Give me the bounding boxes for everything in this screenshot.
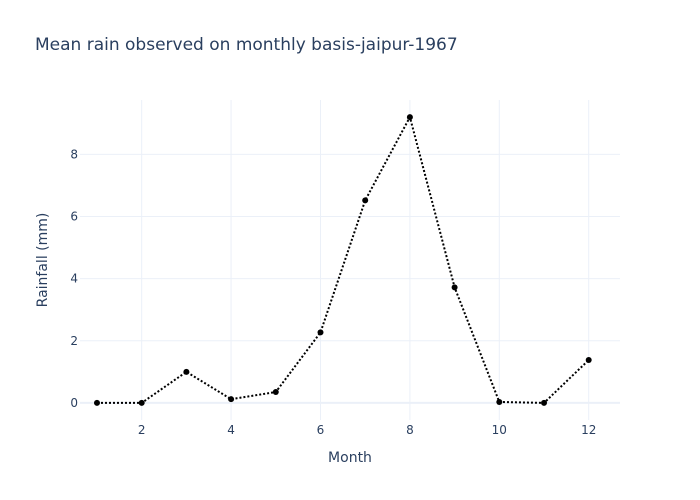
- data-point-month-8: [406, 114, 413, 121]
- data-point-month-11: [541, 399, 548, 406]
- grid-layer: [80, 100, 620, 420]
- x-tick-label: 2: [138, 423, 146, 437]
- y-tick-label: 2: [70, 334, 78, 348]
- data-point-month-12: [585, 357, 592, 364]
- x-axis-title: Month: [328, 450, 372, 466]
- y-axis-title: Rainfall (mm): [35, 213, 51, 308]
- data-point-month-2: [138, 399, 145, 406]
- chart-title: Mean rain observed on monthly basis-jaip…: [35, 35, 458, 55]
- y-tick-label: 8: [70, 147, 78, 161]
- x-axis-ticks: 2 4 6 8 10 12: [138, 423, 596, 437]
- x-tick-label: 4: [227, 423, 235, 437]
- data-point-month-6: [317, 329, 324, 336]
- data-point-month-3: [183, 368, 190, 375]
- x-tick-label: 10: [492, 423, 507, 437]
- rainfall-series: [93, 114, 592, 406]
- data-point-month-9: [451, 284, 458, 291]
- y-gridlines: [80, 153, 620, 404]
- x-tick-label: 6: [317, 423, 325, 437]
- x-gridlines: [141, 100, 590, 420]
- y-tick-label: 0: [70, 396, 78, 410]
- data-point-month-5: [272, 389, 279, 396]
- data-point-month-1: [93, 399, 100, 406]
- data-point-month-7: [362, 197, 369, 204]
- x-tick-label: 12: [581, 423, 596, 437]
- data-point-month-10: [496, 398, 503, 405]
- y-axis-ticks: 0 2 4 6 8: [70, 147, 78, 410]
- x-tick-label: 8: [406, 423, 414, 437]
- y-tick-label: 4: [70, 272, 78, 286]
- data-point-month-4: [228, 396, 235, 403]
- rainfall-series-line: [96, 114, 590, 404]
- y-tick-label: 6: [70, 210, 78, 224]
